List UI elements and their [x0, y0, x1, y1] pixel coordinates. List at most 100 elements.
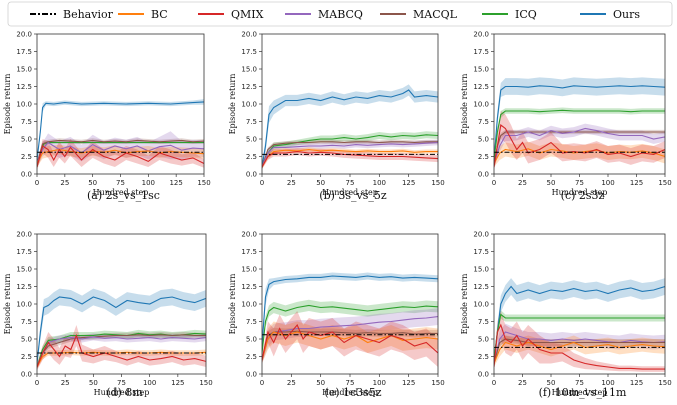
- y-tick-label: 0.0: [21, 171, 32, 179]
- line-mabcq: [37, 336, 206, 368]
- band-icq: [494, 310, 665, 363]
- y-tick-label: 20.0: [241, 31, 257, 39]
- band-mabcq: [37, 131, 204, 167]
- line-mabcq: [494, 127, 665, 164]
- band-icq: [494, 107, 665, 163]
- y-tick-label: 7.5: [478, 318, 489, 326]
- y-tick-label: 10.0: [241, 101, 257, 109]
- band-ours: [37, 99, 204, 163]
- x-tick-label: 50: [547, 179, 556, 187]
- x-tick-label: 25: [287, 179, 296, 187]
- y-tick-label: 2.5: [478, 153, 489, 161]
- legend-label-mabcq: MABCQ: [318, 8, 363, 21]
- y-tick-label: 0.0: [246, 171, 257, 179]
- y-tick-label: 7.5: [246, 118, 257, 126]
- y-tick-label: 2.5: [246, 353, 257, 361]
- line-mabcq: [494, 331, 665, 364]
- chart-panel-3: 0.0 2.5 5.0 7.5 10.0 12.5 15.0 17.5 20.0 0 25 50 75 1…: [460, 31, 672, 203]
- plot-area: [494, 278, 665, 372]
- y-tick-label: 0.0: [246, 371, 257, 379]
- x-tick-label: 50: [316, 379, 325, 387]
- x-axis-label: Hundred step: [94, 388, 150, 397]
- plot-area: [37, 288, 206, 371]
- line-qmix: [262, 323, 438, 361]
- x-tick-label: 75: [575, 379, 584, 387]
- x-tick-label: 100: [142, 179, 155, 187]
- band-mabcq: [262, 139, 438, 170]
- line-bc: [494, 341, 665, 364]
- x-tick-label: 100: [143, 379, 156, 387]
- legend-label-icq: ICQ: [515, 8, 537, 21]
- y-tick-label: 12.5: [473, 283, 489, 291]
- x-tick-label: 150: [658, 379, 671, 387]
- band-ours: [494, 278, 665, 364]
- panel-caption: (c) 2s3z: [561, 189, 605, 202]
- band-qmix: [494, 111, 665, 171]
- x-tick-label: 100: [373, 379, 386, 387]
- x-axis-label: Hundred step: [322, 388, 378, 397]
- legend-label-qmix: QMIX: [231, 8, 264, 21]
- chart-panel-6: 0.0 2.5 5.0 7.5 10.0 12.5 15.0 17.5 20.0 0 25 50 75 1…: [460, 231, 672, 400]
- y-tick-label: 10.0: [473, 101, 489, 109]
- y-axis-label: Episode return: [460, 274, 469, 335]
- y-tick-label: 7.5: [21, 318, 32, 326]
- line-mabcq: [37, 141, 204, 164]
- line-ours: [37, 101, 204, 161]
- panel-caption: (b) 3s_vs_5z: [319, 189, 387, 202]
- x-tick-label: 100: [373, 179, 386, 187]
- y-tick-label: 17.5: [473, 248, 489, 256]
- y-tick-label: 12.5: [16, 83, 32, 91]
- y-tick-label: 17.5: [241, 248, 257, 256]
- panel-caption: (f) 10m_vs_11m: [539, 386, 627, 399]
- y-tick-label: 10.0: [241, 301, 257, 309]
- y-tick-label: 2.5: [21, 353, 32, 361]
- y-tick-label: 20.0: [473, 31, 489, 39]
- x-tick-label: 125: [171, 379, 184, 387]
- line-icq: [37, 141, 204, 168]
- band-bc: [37, 144, 204, 167]
- x-tick-label: 150: [431, 179, 444, 187]
- line-bc: [262, 331, 438, 361]
- y-tick-label: 20.0: [16, 231, 32, 239]
- line-icq: [494, 313, 665, 361]
- band-qmix: [37, 325, 206, 371]
- y-tick-label: 15.0: [16, 266, 32, 274]
- line-macql: [37, 334, 206, 368]
- y-tick-label: 12.5: [16, 283, 32, 291]
- chart-panel-2: 0.0 2.5 5.0 7.5 10.0 12.5 15.0 17.5 20.0 0 25 50 75 1…: [228, 31, 445, 203]
- y-tick-label: 15.0: [473, 266, 489, 274]
- line-qmix: [37, 333, 206, 368]
- line-bc: [262, 148, 438, 168]
- band-icq: [262, 299, 438, 357]
- x-tick-label: 125: [402, 179, 415, 187]
- y-axis-label: Episode return: [460, 74, 469, 135]
- y-tick-label: 10.0: [16, 301, 32, 309]
- y-tick-label: 15.0: [241, 266, 257, 274]
- y-tick-label: 0.0: [21, 371, 32, 379]
- y-tick-label: 7.5: [246, 318, 257, 326]
- panel-caption: (a) 2s_vs_1sc: [87, 189, 160, 202]
- band-mabcq: [262, 308, 438, 364]
- x-tick-label: 25: [61, 379, 70, 387]
- band-ours: [37, 288, 206, 367]
- line-ours: [262, 275, 438, 347]
- x-tick-label: 150: [658, 179, 671, 187]
- line-ours: [494, 85, 665, 161]
- y-axis-label: Episode return: [228, 74, 237, 135]
- y-axis-label: Episode return: [228, 274, 237, 335]
- x-tick-label: 150: [199, 379, 212, 387]
- y-tick-label: 20.0: [473, 231, 489, 239]
- x-tick-label: 50: [88, 179, 97, 187]
- chart-panel-1: 0.0 2.5 5.0 7.5 10.0 12.5 15.0 17.5 20.0 0 25 50 75 1…: [3, 31, 211, 203]
- y-tick-label: 12.5: [241, 83, 257, 91]
- y-tick-label: 17.5: [241, 48, 257, 56]
- y-tick-label: 2.5: [478, 353, 489, 361]
- x-tick-label: 100: [601, 179, 614, 187]
- y-tick-label: 2.5: [21, 153, 32, 161]
- y-tick-label: 20.0: [241, 231, 257, 239]
- y-axis-label: Episode return: [3, 74, 12, 135]
- line-qmix: [494, 323, 665, 370]
- band-qmix: [262, 148, 438, 170]
- y-tick-label: 2.5: [246, 153, 257, 161]
- x-tick-label: 150: [197, 179, 210, 187]
